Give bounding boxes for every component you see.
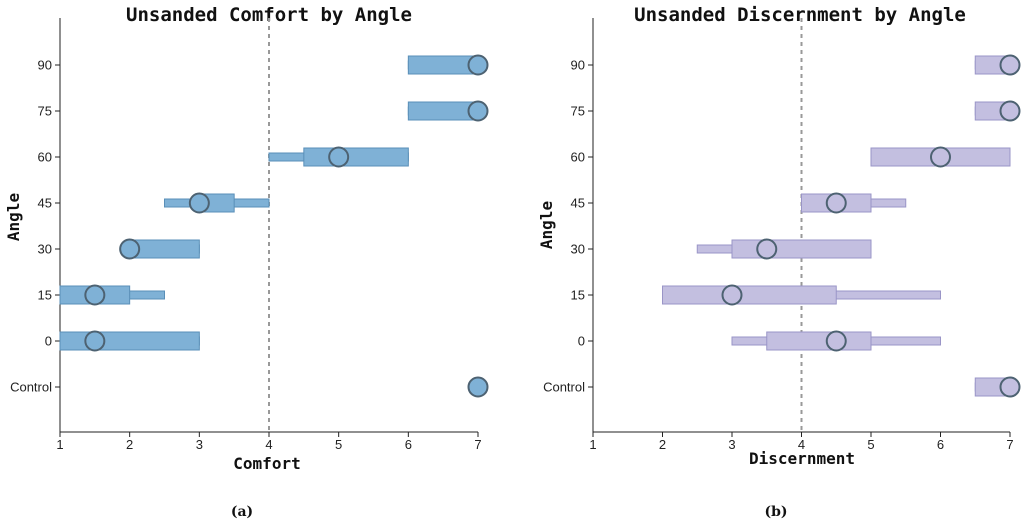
y-axis-title: Angle: [537, 201, 556, 249]
box-45: [801, 192, 907, 214]
median-marker: [467, 54, 489, 76]
y-tick-label: 90: [38, 58, 52, 73]
median-marker: [999, 376, 1021, 398]
panel-comfort: Unsanded Comfort by Angle Comfort Angle …: [4, 4, 489, 520]
x-tick-label: 6: [405, 437, 412, 452]
box-0: [59, 330, 200, 352]
median-marker: [84, 330, 106, 352]
chart-title: Unsanded Comfort by Angle: [126, 4, 412, 26]
y-tick-label: 45: [571, 196, 585, 211]
median-marker: [188, 192, 210, 214]
median-marker: [328, 146, 350, 168]
y-tick-label: 15: [38, 288, 52, 303]
iqr-box: [59, 331, 200, 351]
y-axis-title: Angle: [4, 193, 23, 241]
box-0: [731, 330, 941, 352]
y-tick-label: 30: [38, 242, 52, 257]
median-marker: [825, 330, 847, 352]
box-15: [662, 284, 941, 306]
y-tick-label: 90: [571, 58, 585, 73]
x-tick-label: 1: [56, 437, 63, 452]
iqr-box: [303, 147, 409, 167]
x-tick-label: 5: [867, 437, 874, 452]
y-tick-label: 30: [571, 242, 585, 257]
y-tick-label: 60: [571, 150, 585, 165]
median-marker: [119, 238, 141, 260]
box-30: [696, 238, 872, 260]
panel-discernment: Unsanded Discernment by Angle Discernmen…: [537, 4, 1021, 520]
box-60: [268, 146, 409, 168]
x-tick-label: 4: [798, 437, 805, 452]
iqr-box: [766, 331, 872, 351]
subcaption: (a): [231, 504, 253, 520]
median-marker: [825, 192, 847, 214]
y-tick-label: 0: [578, 334, 585, 349]
y-tick-label: 15: [571, 288, 585, 303]
x-tick-label: 6: [937, 437, 944, 452]
box-75: [974, 100, 1021, 122]
box-15: [59, 284, 165, 306]
box-30: [119, 238, 200, 260]
y-tick-label: Control: [543, 380, 585, 395]
x-axis-title: Discernment: [749, 449, 855, 468]
x-tick-label: 7: [474, 437, 481, 452]
y-tick-label: 0: [45, 334, 52, 349]
x-tick-label: 3: [196, 437, 203, 452]
median-marker: [467, 100, 489, 122]
iqr-box: [731, 239, 872, 259]
subcaption: (b): [764, 504, 787, 520]
y-tick-label: 75: [571, 104, 585, 119]
box-Control: [974, 376, 1021, 398]
x-tick-label: 2: [659, 437, 666, 452]
box-45: [164, 192, 270, 214]
median-marker: [84, 284, 106, 306]
x-tick-label: 2: [126, 437, 133, 452]
median-marker: [999, 54, 1021, 76]
box-90: [407, 54, 489, 76]
box-90: [974, 54, 1021, 76]
box-Control: [467, 376, 489, 398]
box-60: [870, 146, 1011, 168]
iqr-box: [662, 285, 837, 305]
y-tick-label: 75: [38, 104, 52, 119]
x-tick-label: 7: [1006, 437, 1013, 452]
x-tick-label: 5: [335, 437, 342, 452]
y-tick-label: Control: [10, 380, 52, 395]
chart-title: Unsanded Discernment by Angle: [634, 4, 966, 26]
median-marker: [930, 146, 951, 168]
x-tick-label: 1: [589, 437, 596, 452]
x-tick-label: 3: [728, 437, 735, 452]
box-75: [407, 100, 489, 122]
x-axis-title: Comfort: [233, 454, 300, 473]
median-marker: [467, 376, 489, 398]
median-marker: [721, 284, 743, 306]
median-marker: [756, 238, 778, 260]
y-tick-label: 60: [38, 150, 52, 165]
median-marker: [999, 100, 1021, 122]
x-tick-label: 4: [265, 437, 272, 452]
y-tick-label: 45: [38, 196, 52, 211]
